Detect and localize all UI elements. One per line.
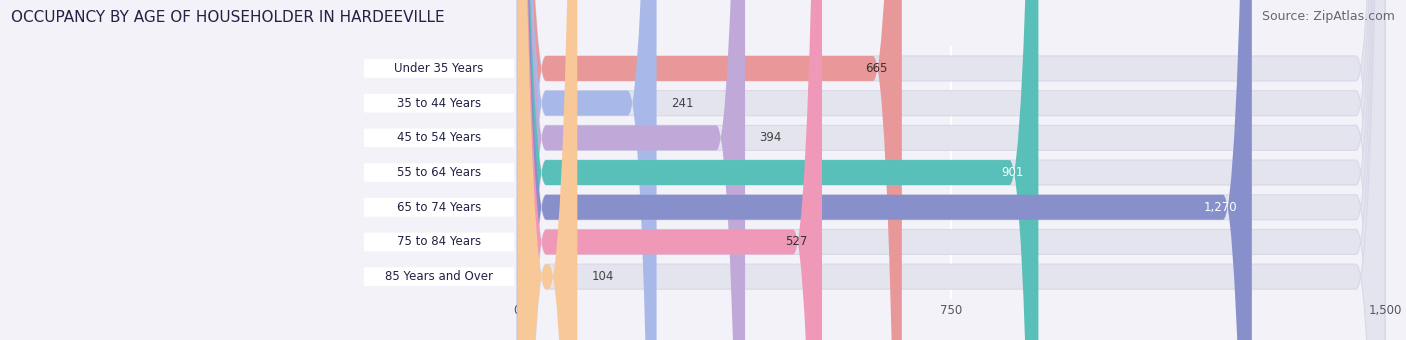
FancyBboxPatch shape <box>517 0 657 340</box>
Text: 901: 901 <box>1001 166 1024 179</box>
FancyBboxPatch shape <box>364 233 515 251</box>
FancyBboxPatch shape <box>517 0 1385 340</box>
Text: 85 Years and Over: 85 Years and Over <box>385 270 494 283</box>
Text: 75 to 84 Years: 75 to 84 Years <box>396 235 481 249</box>
FancyBboxPatch shape <box>517 0 578 340</box>
Text: 241: 241 <box>671 97 693 110</box>
FancyBboxPatch shape <box>517 0 823 340</box>
FancyBboxPatch shape <box>364 59 515 78</box>
FancyBboxPatch shape <box>517 0 1385 340</box>
Text: Source: ZipAtlas.com: Source: ZipAtlas.com <box>1261 10 1395 23</box>
FancyBboxPatch shape <box>364 94 515 113</box>
FancyBboxPatch shape <box>517 0 1385 340</box>
FancyBboxPatch shape <box>364 163 515 182</box>
FancyBboxPatch shape <box>517 0 1039 340</box>
FancyBboxPatch shape <box>364 267 515 286</box>
FancyBboxPatch shape <box>364 129 515 147</box>
Text: 104: 104 <box>592 270 614 283</box>
Text: 35 to 44 Years: 35 to 44 Years <box>396 97 481 110</box>
Text: 45 to 54 Years: 45 to 54 Years <box>396 131 481 144</box>
FancyBboxPatch shape <box>517 0 1385 340</box>
FancyBboxPatch shape <box>517 0 1385 340</box>
Text: 665: 665 <box>865 62 887 75</box>
FancyBboxPatch shape <box>517 0 1251 340</box>
FancyBboxPatch shape <box>517 0 745 340</box>
Text: 65 to 74 Years: 65 to 74 Years <box>396 201 481 214</box>
Text: OCCUPANCY BY AGE OF HOUSEHOLDER IN HARDEEVILLE: OCCUPANCY BY AGE OF HOUSEHOLDER IN HARDE… <box>11 10 444 25</box>
FancyBboxPatch shape <box>364 198 515 217</box>
FancyBboxPatch shape <box>517 0 1385 340</box>
Text: 394: 394 <box>759 131 782 144</box>
Text: 55 to 64 Years: 55 to 64 Years <box>396 166 481 179</box>
Text: 1,270: 1,270 <box>1204 201 1237 214</box>
Text: 527: 527 <box>785 235 807 249</box>
FancyBboxPatch shape <box>517 0 1385 340</box>
FancyBboxPatch shape <box>517 0 901 340</box>
Text: Under 35 Years: Under 35 Years <box>395 62 484 75</box>
